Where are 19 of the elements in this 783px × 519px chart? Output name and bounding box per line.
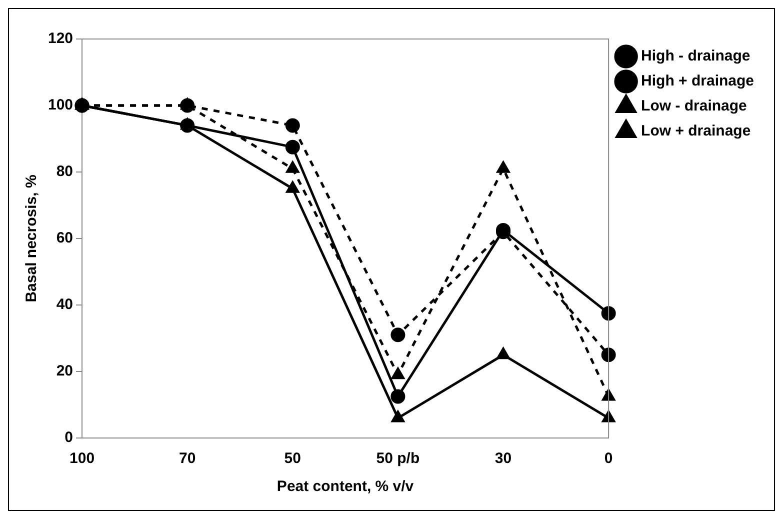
legend-label: Low + drainage	[641, 122, 751, 140]
y-tick-label: 80	[56, 163, 74, 180]
x-tick-label: 100	[70, 450, 95, 468]
x-tick-label: 70	[178, 450, 196, 468]
y-tick-label: 40	[56, 296, 74, 314]
x-tick-label: 30	[494, 450, 512, 468]
y-tick-label: 0	[64, 429, 74, 446]
x-tick-label: 50	[284, 450, 301, 468]
x-axis-title: Peat content, % v/v	[276, 478, 414, 496]
legend-label: High + drainage	[641, 72, 754, 90]
y-tick-label: 120	[48, 30, 74, 48]
legend-label: Low - drainage	[641, 98, 747, 115]
y-tick-label: 100	[48, 96, 74, 114]
y-axis-title: Basal necrosis, %	[23, 174, 40, 302]
x-tick-label: 0	[604, 450, 613, 468]
legend-label: High - drainage	[641, 48, 750, 65]
x-tick-label: 50 p/b	[376, 450, 420, 468]
y-tick-label: 60	[56, 230, 74, 247]
y-tick-label: 20	[56, 362, 74, 380]
